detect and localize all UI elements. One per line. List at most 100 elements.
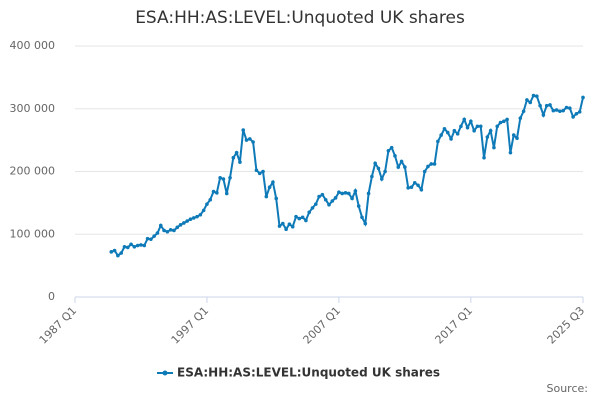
point: [449, 137, 453, 141]
point: [426, 164, 430, 169]
point: [482, 155, 486, 160]
x-tick-label: 2007 Q1: [301, 304, 344, 347]
point: [125, 245, 130, 250]
point: [195, 214, 199, 219]
point: [158, 223, 163, 228]
point: [521, 109, 526, 114]
point: [211, 189, 216, 194]
point: [574, 111, 579, 116]
point: [505, 117, 509, 122]
point: [558, 109, 562, 114]
point: [241, 128, 246, 132]
point: [139, 243, 143, 247]
point: [297, 216, 302, 221]
point: [274, 196, 279, 201]
point: [432, 162, 437, 166]
point: [116, 253, 120, 258]
point: [485, 135, 490, 139]
point: [191, 216, 196, 220]
point: [162, 228, 166, 233]
point: [112, 248, 117, 253]
point: [376, 166, 381, 171]
point: [254, 168, 259, 173]
point: [188, 217, 193, 221]
point: [360, 215, 364, 220]
point: [478, 124, 483, 129]
point: [370, 174, 374, 179]
point: [528, 100, 533, 105]
point: [492, 145, 496, 150]
point: [317, 194, 321, 199]
point: [248, 137, 252, 141]
point: [373, 161, 377, 166]
point: [356, 204, 361, 208]
point: [548, 103, 552, 107]
point: [228, 175, 232, 180]
point: [502, 119, 506, 124]
point: [389, 145, 394, 150]
y-tick-label: 400 000: [10, 39, 56, 52]
x-tick-label: 1987 Q1: [37, 304, 80, 347]
point: [551, 108, 556, 113]
legend-symbol-dot: [162, 370, 168, 376]
point: [215, 191, 219, 195]
point: [416, 183, 420, 188]
point: [383, 169, 387, 174]
point: [198, 212, 203, 217]
point: [511, 133, 516, 137]
point: [455, 132, 460, 136]
point: [205, 202, 209, 206]
point: [386, 148, 391, 153]
point: [495, 124, 500, 129]
point: [330, 199, 335, 203]
point: [281, 221, 285, 226]
point: [472, 128, 476, 133]
point: [201, 208, 206, 213]
point: [488, 128, 493, 133]
point: [475, 124, 480, 129]
point: [366, 191, 371, 196]
point: [561, 108, 566, 113]
point: [277, 224, 282, 228]
point: [554, 108, 559, 112]
point: [399, 159, 404, 164]
point: [525, 98, 529, 102]
source: Source:: [547, 382, 589, 395]
point: [264, 194, 269, 199]
point: [257, 171, 262, 176]
point: [218, 175, 222, 180]
point: [155, 231, 160, 235]
point: [238, 160, 242, 164]
point: [564, 105, 569, 110]
point: [149, 237, 153, 242]
point: [403, 165, 407, 169]
point: [515, 136, 519, 141]
point: [271, 180, 275, 184]
point: [436, 139, 440, 144]
point: [307, 210, 312, 215]
point: [145, 236, 150, 241]
point: [340, 191, 344, 196]
x-tick-label: 2025 Q3: [545, 304, 588, 347]
point: [363, 221, 368, 226]
point: [419, 187, 424, 192]
point: [152, 234, 156, 238]
point: [577, 110, 582, 114]
point: [251, 140, 255, 144]
point: [142, 243, 147, 248]
series-line: [110, 94, 584, 258]
y-tick-label: 0: [48, 290, 55, 303]
point: [571, 115, 575, 119]
chart-title: ESA:HH:AS:LEVEL:Unquoted UK shares: [135, 8, 465, 28]
point: [508, 150, 513, 155]
point: [452, 128, 457, 133]
point: [294, 214, 298, 219]
point: [350, 196, 354, 201]
point: [185, 219, 189, 223]
point: [244, 138, 249, 142]
point: [119, 251, 123, 255]
point: [412, 180, 417, 185]
point: [439, 133, 443, 137]
point: [538, 103, 542, 108]
